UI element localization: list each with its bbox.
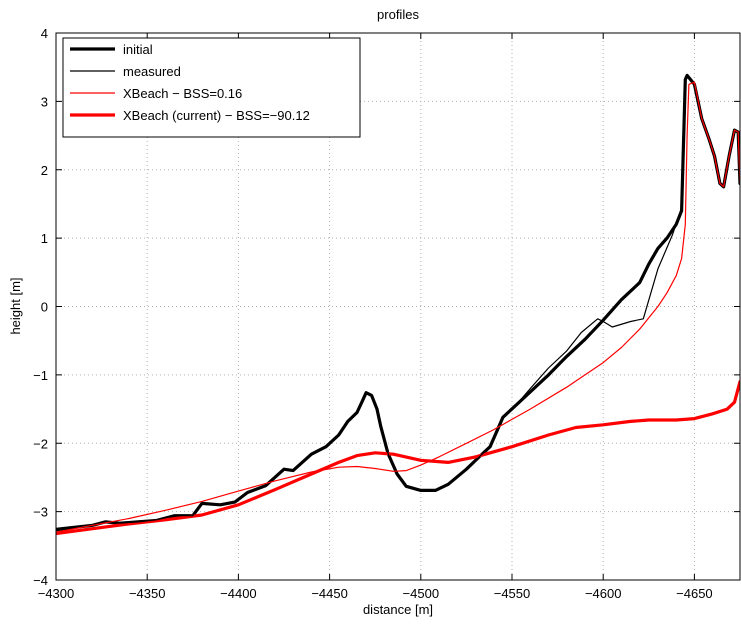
y-tick-label: −4 bbox=[33, 573, 48, 588]
series-line-2 bbox=[56, 81, 740, 533]
y-tick-label: −1 bbox=[33, 368, 48, 383]
legend-label-0: initial bbox=[123, 42, 153, 57]
y-tick-label: 1 bbox=[41, 231, 48, 246]
x-tick-label: −4400 bbox=[220, 586, 257, 601]
legend-label-2: XBeach − BSS=0.16 bbox=[123, 86, 242, 101]
x-axis-label: distance [m] bbox=[363, 602, 433, 617]
series-layer bbox=[56, 73, 740, 536]
x-tick-label: −4600 bbox=[585, 586, 622, 601]
ticks bbox=[55, 32, 740, 581]
x-tick-label: −4450 bbox=[311, 586, 348, 601]
legend-box bbox=[62, 37, 361, 138]
y-tick-label: 0 bbox=[41, 300, 48, 315]
x-tick-label: −4500 bbox=[403, 586, 440, 601]
y-tick-label: 3 bbox=[41, 94, 48, 109]
y-tick-label: 2 bbox=[41, 163, 48, 178]
legend: initial measured XBeach − BSS=0.16 XBeach (… bbox=[62, 37, 361, 138]
x-tick-label: −4650 bbox=[676, 586, 713, 601]
y-tick-label: −3 bbox=[33, 505, 48, 520]
y-tick-label: −2 bbox=[33, 436, 48, 451]
legend-label-3: XBeach (current) − BSS=−90.12 bbox=[123, 108, 310, 123]
series-line-1 bbox=[56, 74, 740, 532]
tick-labels: −4300 −4350 −4400 −4450 −4500 −4550 −4600 −4650… bbox=[33, 26, 712, 601]
legend-label-1: measured bbox=[123, 64, 181, 79]
chart-title: profiles bbox=[377, 7, 419, 22]
y-tick-label: 4 bbox=[41, 26, 48, 41]
y-axis-label: height [m] bbox=[8, 277, 23, 334]
x-tick-label: −4550 bbox=[494, 586, 531, 601]
series-line-3 bbox=[56, 380, 740, 536]
x-tick-label: −4300 bbox=[38, 586, 75, 601]
legend-entries: initial measured XBeach − BSS=0.16 XBeach (… bbox=[70, 42, 310, 123]
x-tick-label: −4350 bbox=[129, 586, 166, 601]
